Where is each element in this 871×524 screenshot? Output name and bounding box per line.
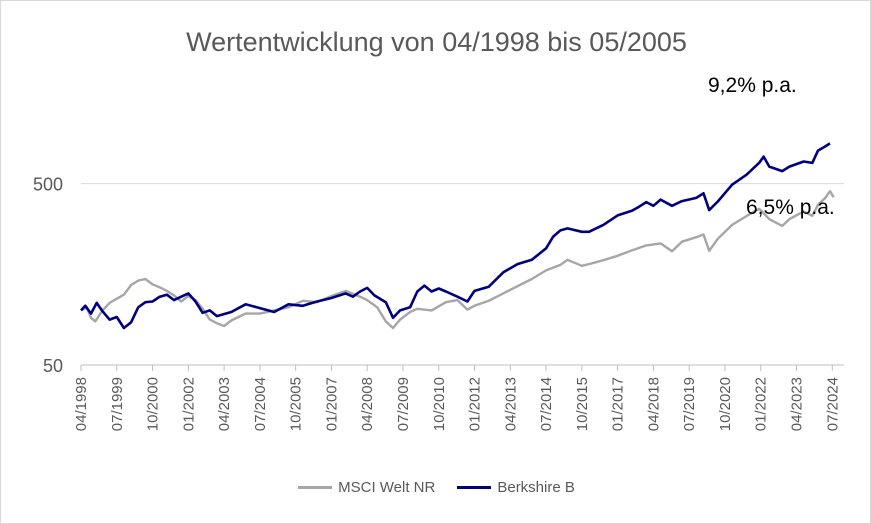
- x-tick-label: 01/2007: [323, 377, 340, 431]
- x-tick-label: 04/2023: [789, 377, 806, 431]
- legend-label-berkshire: Berkshire B: [497, 479, 575, 496]
- legend-swatch-msci: [298, 486, 333, 489]
- x-tick-label: 07/2014: [538, 377, 555, 431]
- legend-item-msci: MSCI Welt NR: [298, 479, 435, 496]
- annotations: 9,2% p.a. 6,5% p.a.: [708, 74, 835, 219]
- x-tick-label: 10/2020: [717, 377, 734, 431]
- y-axis-tick-labels: 50 500: [33, 175, 63, 376]
- x-tick-label: 07/2019: [681, 377, 698, 431]
- legend-swatch-berkshire: [457, 486, 492, 489]
- series-lines: [80, 142, 835, 330]
- y-tick-label: 500: [33, 175, 63, 195]
- x-tick-label: 07/2024: [824, 377, 841, 431]
- x-tick-label: 10/2010: [431, 377, 448, 431]
- x-tick-label: 01/2022: [753, 377, 770, 431]
- x-tick-label: 10/2005: [288, 377, 305, 431]
- x-tick-label: 04/2008: [359, 377, 376, 431]
- x-tick-label: 04/2018: [645, 377, 662, 431]
- x-tick-label: 07/2009: [395, 377, 412, 431]
- legend-item-berkshire: Berkshire B: [457, 479, 575, 496]
- legend-label-msci: MSCI Welt NR: [338, 479, 436, 496]
- x-tick-label: 04/2003: [216, 377, 233, 431]
- annotation-msci-return: 6,5% p.a.: [746, 196, 835, 219]
- x-tick-label: 04/2013: [502, 377, 519, 431]
- gridlines: [81, 183, 844, 366]
- series-line-msci: [80, 190, 835, 330]
- y-tick-label: 50: [43, 356, 63, 376]
- legend: MSCI Welt NR Berkshire B: [1, 479, 870, 496]
- x-tick-label: 01/2002: [180, 377, 197, 431]
- plot-area: 50 500 04/1998 07/1999 10/2000 01/2002 04/200…: [33, 74, 844, 431]
- x-tick-label: 01/2012: [467, 377, 484, 431]
- x-axis-tick-labels: 04/1998 07/1999 10/2000 01/2002 04/2003 07/20…: [73, 365, 841, 431]
- chart-title: Wertentwicklung von 04/1998 bis 05/2005: [186, 27, 687, 57]
- annotation-berkshire-return: 9,2% p.a.: [708, 74, 797, 97]
- x-tick-label: 04/1998: [73, 377, 90, 431]
- series-line-berkshire: [80, 142, 831, 330]
- x-tick-label: 07/1999: [109, 377, 126, 431]
- x-tick-label: 07/2004: [252, 377, 269, 431]
- x-tick-label: 10/2000: [145, 377, 162, 431]
- x-tick-label: 10/2015: [574, 377, 591, 431]
- x-tick-label: 01/2017: [610, 377, 627, 431]
